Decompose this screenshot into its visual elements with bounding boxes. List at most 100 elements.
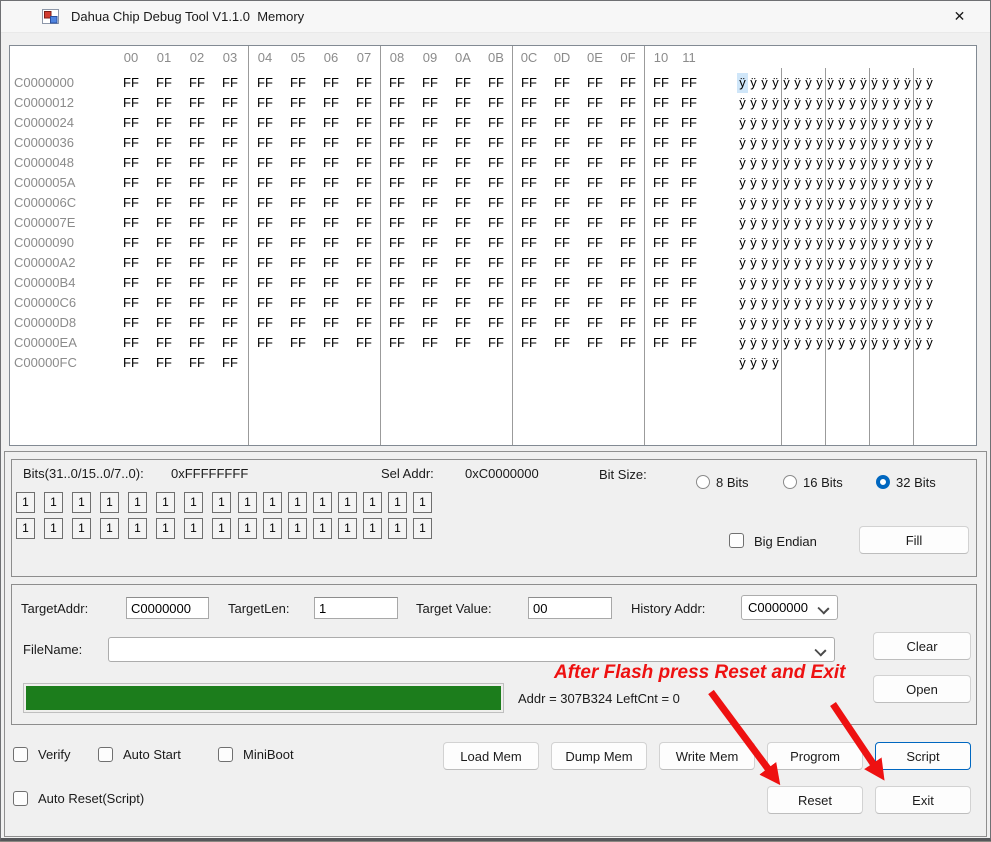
memory-byte-cell[interactable]: FF: [455, 75, 471, 90]
memory-byte-cell[interactable]: FF: [257, 255, 273, 270]
memory-ascii-cell[interactable]: ÿ: [849, 255, 856, 270]
memory-ascii-cell[interactable]: ÿ: [750, 255, 757, 270]
bit-cell[interactable]: 1: [72, 518, 91, 539]
memory-ascii-cell[interactable]: ÿ: [739, 255, 746, 270]
memory-ascii-cell[interactable]: ÿ: [871, 95, 878, 110]
memory-byte-cell[interactable]: FF: [290, 75, 306, 90]
memory-ascii-cell[interactable]: ÿ: [926, 315, 933, 330]
memory-ascii-cell[interactable]: ÿ: [827, 115, 834, 130]
memory-byte-cell[interactable]: FF: [290, 255, 306, 270]
memory-byte-cell[interactable]: FF: [653, 95, 669, 110]
memory-ascii-cell[interactable]: ÿ: [860, 155, 867, 170]
button-reset[interactable]: Reset: [767, 786, 863, 814]
memory-ascii-cell[interactable]: ÿ: [915, 335, 922, 350]
memory-byte-cell[interactable]: FF: [587, 75, 603, 90]
memory-ascii-cell[interactable]: ÿ: [871, 235, 878, 250]
memory-ascii-cell[interactable]: ÿ: [805, 175, 812, 190]
memory-byte-cell[interactable]: FF: [356, 235, 372, 250]
memory-ascii-cell[interactable]: ÿ: [805, 215, 812, 230]
memory-byte-cell[interactable]: FF: [290, 135, 306, 150]
target-len-input[interactable]: [314, 597, 398, 619]
memory-byte-cell[interactable]: FF: [521, 335, 537, 350]
memory-ascii-cell[interactable]: ÿ: [915, 315, 922, 330]
memory-ascii-cell[interactable]: ÿ: [816, 295, 823, 310]
memory-ascii-cell[interactable]: ÿ: [838, 255, 845, 270]
memory-ascii-cell[interactable]: ÿ: [783, 295, 790, 310]
memory-byte-cell[interactable]: FF: [189, 115, 205, 130]
bit-cell[interactable]: 1: [363, 518, 382, 539]
memory-ascii-cell[interactable]: ÿ: [838, 115, 845, 130]
memory-ascii-cell[interactable]: ÿ: [882, 155, 889, 170]
memory-ascii-cell[interactable]: ÿ: [816, 235, 823, 250]
memory-byte-cell[interactable]: FF: [189, 175, 205, 190]
memory-byte-cell[interactable]: FF: [554, 275, 570, 290]
memory-ascii-cell[interactable]: ÿ: [805, 295, 812, 310]
memory-byte-cell[interactable]: FF: [222, 355, 238, 370]
memory-ascii-cell[interactable]: ÿ: [882, 175, 889, 190]
memory-byte-cell[interactable]: FF: [653, 235, 669, 250]
memory-byte-cell[interactable]: FF: [389, 135, 405, 150]
memory-byte-cell[interactable]: FF: [620, 335, 636, 350]
memory-byte-cell[interactable]: FF: [620, 175, 636, 190]
memory-byte-cell[interactable]: FF: [422, 75, 438, 90]
memory-byte-cell[interactable]: FF: [681, 175, 697, 190]
memory-ascii-cell[interactable]: ÿ: [926, 255, 933, 270]
memory-byte-cell[interactable]: FF: [587, 295, 603, 310]
bit-cell[interactable]: 1: [313, 518, 332, 539]
memory-byte-cell[interactable]: FF: [290, 335, 306, 350]
memory-ascii-cell[interactable]: ÿ: [750, 175, 757, 190]
memory-byte-cell[interactable]: FF: [189, 135, 205, 150]
memory-byte-cell[interactable]: FF: [189, 215, 205, 230]
bit-cell[interactable]: 1: [16, 492, 35, 513]
bit-cell[interactable]: 1: [212, 492, 231, 513]
memory-ascii-cell[interactable]: ÿ: [750, 95, 757, 110]
memory-ascii-cell[interactable]: ÿ: [926, 155, 933, 170]
memory-ascii-cell[interactable]: ÿ: [926, 175, 933, 190]
memory-ascii-cell[interactable]: ÿ: [761, 215, 768, 230]
memory-byte-cell[interactable]: FF: [422, 235, 438, 250]
memory-ascii-cell[interactable]: ÿ: [915, 235, 922, 250]
memory-byte-cell[interactable]: FF: [356, 135, 372, 150]
memory-byte-cell[interactable]: FF: [620, 195, 636, 210]
memory-byte-cell[interactable]: FF: [257, 235, 273, 250]
memory-ascii-cell[interactable]: ÿ: [761, 315, 768, 330]
memory-ascii-cell[interactable]: ÿ: [772, 335, 779, 350]
memory-byte-cell[interactable]: FF: [323, 95, 339, 110]
memory-byte-cell[interactable]: FF: [323, 275, 339, 290]
memory-ascii-cell[interactable]: ÿ: [904, 135, 911, 150]
memory-ascii-cell[interactable]: ÿ: [915, 295, 922, 310]
memory-byte-cell[interactable]: FF: [455, 175, 471, 190]
memory-byte-cell[interactable]: FF: [189, 335, 205, 350]
memory-byte-cell[interactable]: FF: [189, 255, 205, 270]
clear-button[interactable]: Clear: [873, 632, 971, 660]
memory-byte-cell[interactable]: FF: [587, 135, 603, 150]
memory-byte-cell[interactable]: FF: [356, 75, 372, 90]
memory-ascii-cell[interactable]: ÿ: [761, 335, 768, 350]
memory-ascii-cell[interactable]: ÿ: [838, 135, 845, 150]
memory-byte-cell[interactable]: FF: [488, 135, 504, 150]
button-script[interactable]: Script: [875, 742, 971, 770]
memory-byte-cell[interactable]: FF: [422, 215, 438, 230]
memory-ascii-cell[interactable]: ÿ: [882, 315, 889, 330]
memory-byte-cell[interactable]: FF: [587, 155, 603, 170]
checkbox-auto-reset-script[interactable]: [13, 791, 28, 806]
memory-byte-cell[interactable]: FF: [653, 255, 669, 270]
memory-ascii-cell[interactable]: ÿ: [860, 235, 867, 250]
memory-ascii-cell[interactable]: ÿ: [893, 135, 900, 150]
memory-byte-cell[interactable]: FF: [356, 175, 372, 190]
memory-ascii-cell[interactable]: ÿ: [871, 215, 878, 230]
memory-byte-cell[interactable]: FF: [422, 115, 438, 130]
memory-byte-cell[interactable]: FF: [123, 215, 139, 230]
memory-ascii-cell[interactable]: ÿ: [893, 155, 900, 170]
memory-byte-cell[interactable]: FF: [156, 335, 172, 350]
memory-byte-cell[interactable]: FF: [488, 335, 504, 350]
memory-ascii-cell[interactable]: ÿ: [827, 215, 834, 230]
memory-ascii-cell[interactable]: ÿ: [926, 335, 933, 350]
memory-ascii-cell[interactable]: ÿ: [926, 195, 933, 210]
memory-ascii-cell[interactable]: ÿ: [772, 255, 779, 270]
memory-byte-cell[interactable]: FF: [455, 215, 471, 230]
memory-byte-cell[interactable]: FF: [455, 295, 471, 310]
memory-ascii-cell[interactable]: ÿ: [783, 335, 790, 350]
memory-byte-cell[interactable]: FF: [123, 355, 139, 370]
memory-ascii-cell[interactable]: ÿ: [816, 255, 823, 270]
